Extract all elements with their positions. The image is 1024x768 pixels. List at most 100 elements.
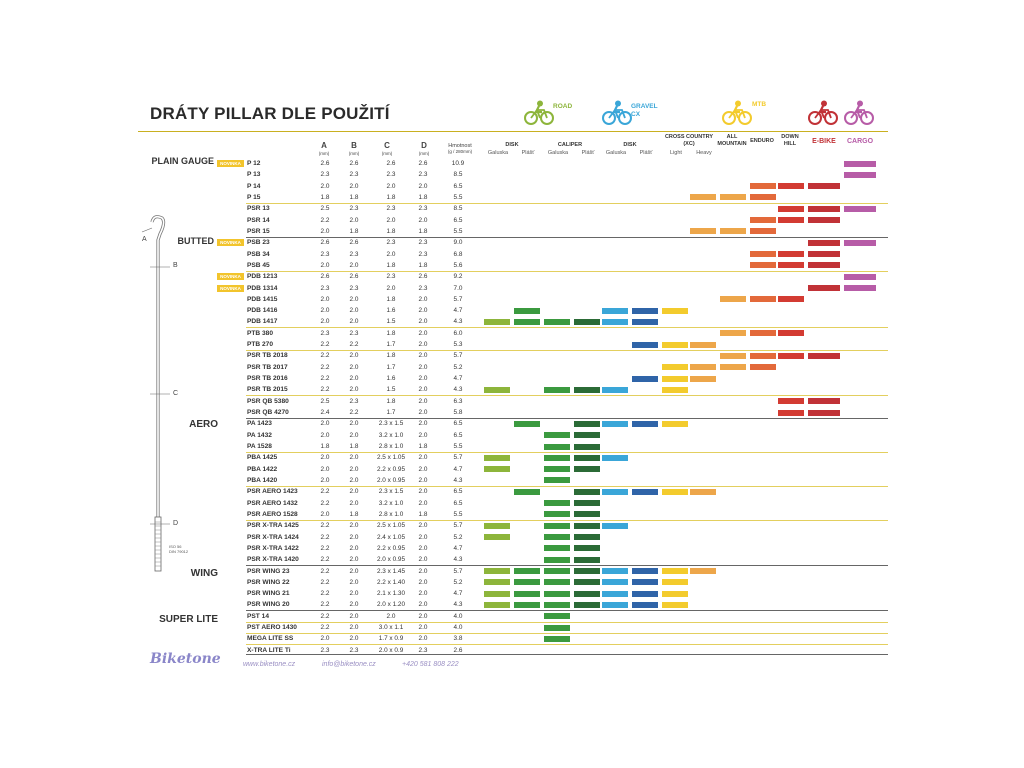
usage-bar xyxy=(484,590,510,597)
value-d: 2.0 xyxy=(418,386,428,394)
value-a: 2.0 xyxy=(320,420,330,428)
usage-bar xyxy=(602,386,628,393)
usage-bar xyxy=(720,352,746,359)
value-weight: 10.9 xyxy=(451,160,465,167)
usage-bar xyxy=(662,579,688,586)
subcol-label: Plášť xyxy=(521,150,535,156)
value-weight: 5.3 xyxy=(453,341,463,349)
usage-bar xyxy=(544,500,570,507)
value-c: 2.3 x 1.5 xyxy=(378,488,404,496)
value-d: 2.0 xyxy=(418,624,428,632)
usage-bar xyxy=(750,194,776,201)
value-b: 2.0 xyxy=(349,624,359,632)
value-b: 2.0 xyxy=(349,590,359,598)
footer-email[interactable]: info@biketone.cz xyxy=(322,661,376,668)
value-d: 2.6 xyxy=(418,160,428,167)
value-weight: 4.7 xyxy=(453,590,463,598)
value-weight: 5.7 xyxy=(453,352,463,360)
spoke-name: PDB 1213 xyxy=(247,273,278,281)
value-b: 2.2 xyxy=(349,341,359,349)
usage-bar xyxy=(632,307,658,314)
value-b: 2.0 xyxy=(349,567,359,575)
usage-bar xyxy=(690,568,716,575)
value-b: 1.8 xyxy=(349,227,359,235)
value-weight: 4.7 xyxy=(453,375,463,383)
subcol-label: Plášť xyxy=(581,150,595,156)
value-a: 2.5 xyxy=(320,397,330,405)
usage-bar xyxy=(514,579,540,586)
value-weight: 4.7 xyxy=(453,465,463,473)
table-row: PSR X-TRA 1425 2.2 2.0 2.5 x 1.05 2.0 5.7 xyxy=(246,520,888,531)
usage-bar xyxy=(514,590,540,597)
spoke-name: PSR AERO 1423 xyxy=(247,488,298,496)
value-c: 2.0 x 0.9 xyxy=(378,646,404,654)
table-row: PBA 1422 2.0 2.0 2.2 x 0.95 2.0 4.7 xyxy=(246,464,888,475)
table-row: P 15 1.8 1.8 1.8 1.8 5.5 xyxy=(246,192,888,203)
value-weight: 5.8 xyxy=(453,409,463,417)
usage-bar xyxy=(602,454,628,461)
table-row: PDB 1314 2.3 2.3 2.0 2.3 7.0 xyxy=(246,283,888,294)
usage-bar xyxy=(544,534,570,541)
usage-bar xyxy=(720,364,746,371)
value-b: 1.8 xyxy=(349,510,359,518)
value-a: 2.0 xyxy=(320,182,330,190)
usage-bar xyxy=(544,613,570,620)
usage-bar xyxy=(574,568,600,575)
value-a: 2.2 xyxy=(320,601,330,609)
value-d: 1.8 xyxy=(418,193,428,201)
value-d: 2.0 xyxy=(418,375,428,383)
usage-bar xyxy=(750,352,776,359)
usage-bar xyxy=(778,251,804,258)
value-weight: 2.6 xyxy=(453,646,463,654)
value-weight: 5.7 xyxy=(453,454,463,462)
value-weight: 7.0 xyxy=(453,284,463,292)
row-separator xyxy=(246,202,888,204)
usage-bar xyxy=(662,568,688,575)
usage-bar xyxy=(720,228,746,235)
usage-bar xyxy=(602,590,628,597)
usage-bar xyxy=(574,534,600,541)
table-row: PDB 1416 2.0 2.0 1.6 2.0 4.7 xyxy=(246,305,888,316)
value-weight: 6.5 xyxy=(453,499,463,507)
value-d: 2.0 xyxy=(418,635,428,643)
table-row: PSB 34 2.3 2.3 2.0 2.3 6.8 xyxy=(246,249,888,260)
usage-bar xyxy=(662,590,688,597)
table-bottom-rule xyxy=(246,654,888,656)
col-a-header: A (mm) xyxy=(318,141,330,157)
value-weight: 4.3 xyxy=(453,601,463,609)
value-d: 2.0 xyxy=(418,295,428,303)
value-a: 2.6 xyxy=(320,160,330,167)
value-d: 2.0 xyxy=(418,341,428,349)
usage-bar xyxy=(484,466,510,473)
spoke-name: PSR AERO 1528 xyxy=(247,510,298,518)
footer-web[interactable]: www.biketone.cz xyxy=(243,661,296,668)
value-d: 2.0 xyxy=(418,409,428,417)
value-weight: 4.0 xyxy=(453,624,463,632)
value-d: 2.3 xyxy=(418,646,428,654)
value-a: 2.3 xyxy=(320,329,330,337)
value-d: 2.0 xyxy=(418,363,428,371)
value-b: 2.3 xyxy=(349,329,359,337)
usage-bar xyxy=(690,341,716,348)
value-c: 2.0 xyxy=(386,250,396,258)
table-row: PSR WING 20 2.2 2.0 2.0 x 1.20 2.0 4.3 xyxy=(246,599,888,610)
spoke-name: PBA 1420 xyxy=(247,476,278,484)
table-row: PDB 1417 2.0 2.0 1.5 2.0 4.3 xyxy=(246,316,888,327)
value-c: 1.8 xyxy=(386,261,396,269)
value-b: 2.0 xyxy=(349,635,359,643)
value-b: 2.6 xyxy=(349,160,359,167)
spoke-name: PSR QB 5380 xyxy=(247,397,289,405)
value-weight: 6.5 xyxy=(453,420,463,428)
road-bike-rider-icon xyxy=(524,100,554,131)
value-c: 2.0 x 0.95 xyxy=(376,476,406,484)
usage-bar xyxy=(720,330,746,337)
usage-bar xyxy=(574,601,600,608)
spoke-name: MEGA LITE SS xyxy=(247,635,294,643)
value-c: 2.0 x 0.95 xyxy=(376,556,406,564)
table-row: P 14 2.0 2.0 2.0 2.0 6.5 xyxy=(246,181,888,192)
value-a: 2.4 xyxy=(320,409,330,417)
spoke-name: PBA 1422 xyxy=(247,465,278,473)
value-d: 2.0 xyxy=(418,420,428,428)
value-a: 2.2 xyxy=(320,386,330,394)
table-row: PSR QB 5380 2.5 2.3 1.8 2.0 6.3 xyxy=(246,396,888,407)
